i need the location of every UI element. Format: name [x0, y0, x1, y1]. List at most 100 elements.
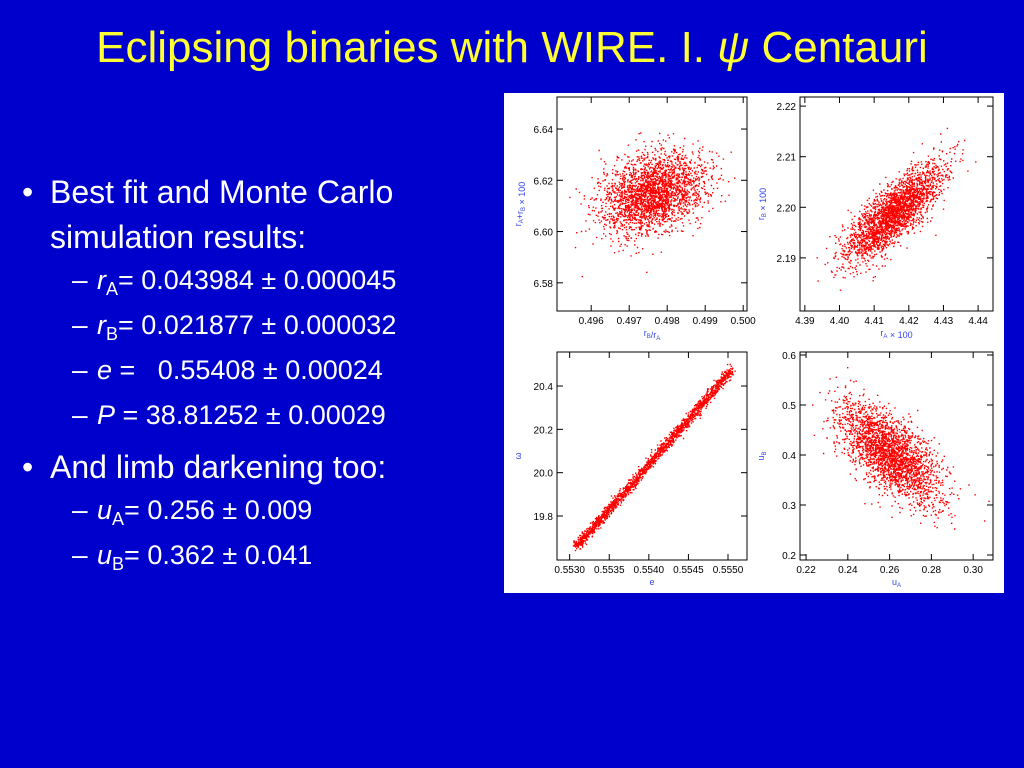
item-symbol: r	[97, 310, 107, 340]
y-tick-label: 0.5	[782, 401, 796, 412]
x-tick-label: 0.5540	[634, 565, 665, 576]
x-tick-label: 4.42	[899, 316, 919, 327]
x-axis-title-part: × 100	[887, 330, 912, 340]
item-symbol: u	[97, 540, 112, 570]
x-tick-label: 0.5550	[713, 565, 744, 576]
x-tick-label: 4.39	[795, 316, 815, 327]
x-tick-label: 4.44	[968, 316, 988, 327]
y-axis-title-part: r	[513, 223, 523, 226]
x-tick-label: 4.41	[864, 316, 884, 327]
y-tick-label: 2.19	[777, 254, 797, 265]
sub-item: e = 0.55408 ± 0.00024	[97, 355, 383, 385]
item-symbol: e	[97, 355, 112, 385]
sub-item: uA= 0.256 ± 0.009	[97, 495, 312, 529]
y-tick-label: 6.58	[534, 279, 554, 290]
x-tick-label: 0.498	[655, 316, 680, 327]
y-axis-title-part: ω	[513, 452, 523, 459]
item-symbol: P	[97, 400, 115, 430]
title: Eclipsing binaries with WIRE. I. ψ Centa…	[96, 23, 928, 72]
x-axis-title: uA	[892, 577, 901, 589]
y-axis-title: uB	[756, 451, 768, 460]
y-axis-title-part: +r	[515, 211, 525, 219]
x-tick-label: 0.496	[579, 316, 604, 327]
x-tick-label: 0.30	[963, 565, 983, 576]
item-value: = 0.55408 ± 0.00024	[112, 355, 383, 385]
y-axis-title-sub: B	[762, 213, 768, 217]
y-axis-title: rB × 100	[756, 188, 768, 220]
y-tick-label: 0.6	[782, 351, 796, 362]
y-tick-label: 20.2	[534, 425, 554, 436]
item-value: = 0.256 ± 0.009	[124, 495, 312, 525]
x-axis-title-part: r	[644, 328, 647, 338]
x-axis-title-part: u	[892, 577, 897, 587]
x-tick-label: 0.5545	[673, 565, 704, 576]
x-tick-label: 0.497	[617, 316, 642, 327]
item-subscript: A	[112, 509, 124, 529]
y-tick-label: 20.4	[534, 382, 554, 393]
x-axis-title-sub: A	[656, 336, 660, 342]
y-axis-title-part: × 100	[758, 188, 768, 213]
x-tick-label: 0.5535	[594, 565, 625, 576]
plot-frame	[799, 96, 994, 312]
y-tick-label: 0.2	[782, 551, 796, 562]
item-subscript: A	[106, 279, 118, 299]
x-tick-label: 0.22	[796, 565, 816, 576]
y-tick-label: 20.0	[534, 469, 554, 480]
item-symbol: r	[97, 265, 107, 295]
y-axis-title-part: × 100	[517, 182, 527, 207]
plot-frame	[556, 96, 748, 312]
x-tick-label: 0.499	[693, 316, 718, 327]
item-value: = 0.362 ± 0.041	[124, 540, 312, 570]
item-symbol: u	[97, 495, 112, 525]
dash: –	[72, 264, 88, 295]
x-tick-label: 4.43	[934, 316, 954, 327]
y-axis-title: ω	[513, 452, 523, 459]
item-value: = 0.043984 ± 0.000045	[118, 265, 396, 295]
y-tick-label: 0.3	[782, 501, 796, 512]
y-tick-label: 19.8	[534, 512, 554, 523]
bullet-text: Best fit and Monte Carlo	[50, 174, 393, 210]
item-subscript: B	[112, 554, 124, 574]
x-axis-title-sub: A	[883, 334, 887, 340]
x-tick-label: 0.5530	[554, 565, 585, 576]
figure-panel	[504, 93, 1004, 593]
point-cloud	[572, 363, 736, 552]
sub-item: uB= 0.362 ± 0.041	[97, 540, 312, 574]
dash: –	[72, 354, 88, 385]
x-axis-title-sub: A	[897, 583, 901, 589]
bullet-text: And limb darkening too:	[50, 449, 386, 485]
bullet-dot: •	[22, 449, 33, 485]
x-axis-title: rB/rA	[644, 328, 661, 342]
x-axis-title-sub: B	[647, 334, 651, 340]
y-tick-label: 2.21	[777, 153, 797, 164]
x-axis-title-part: /r	[651, 330, 657, 340]
y-axis-title: rA+rB × 100	[513, 182, 527, 227]
y-tick-label: 6.60	[534, 228, 554, 239]
x-tick-label: 0.26	[880, 565, 900, 576]
point-cloud	[569, 132, 736, 278]
x-tick-label: 0.500	[731, 316, 756, 327]
bullet-dot: •	[22, 174, 33, 210]
point-cloud	[812, 367, 990, 530]
item-subscript: B	[106, 324, 118, 344]
y-tick-label: 6.64	[534, 125, 554, 136]
item-value: = 38.81252 ± 0.00029	[115, 400, 386, 430]
x-tick-label: 0.24	[838, 565, 858, 576]
dash: –	[72, 399, 88, 430]
y-tick-label: 0.4	[782, 451, 796, 462]
title-text: Eclipsing binaries with WIRE. I.	[96, 23, 705, 72]
title-name: Centauri	[762, 23, 928, 72]
dash: –	[72, 309, 88, 340]
plot-frame	[556, 351, 748, 561]
x-axis-title: e	[649, 577, 654, 587]
y-axis-title-sub: B	[762, 451, 768, 455]
x-axis-title-part: e	[649, 577, 654, 587]
y-tick-label: 2.22	[777, 102, 797, 113]
x-tick-label: 4.40	[830, 316, 850, 327]
dash: –	[72, 539, 88, 570]
sub-item: rA= 0.043984 ± 0.000045	[97, 265, 396, 299]
bullet-text: simulation results:	[50, 219, 306, 255]
plot-frame	[799, 351, 994, 561]
